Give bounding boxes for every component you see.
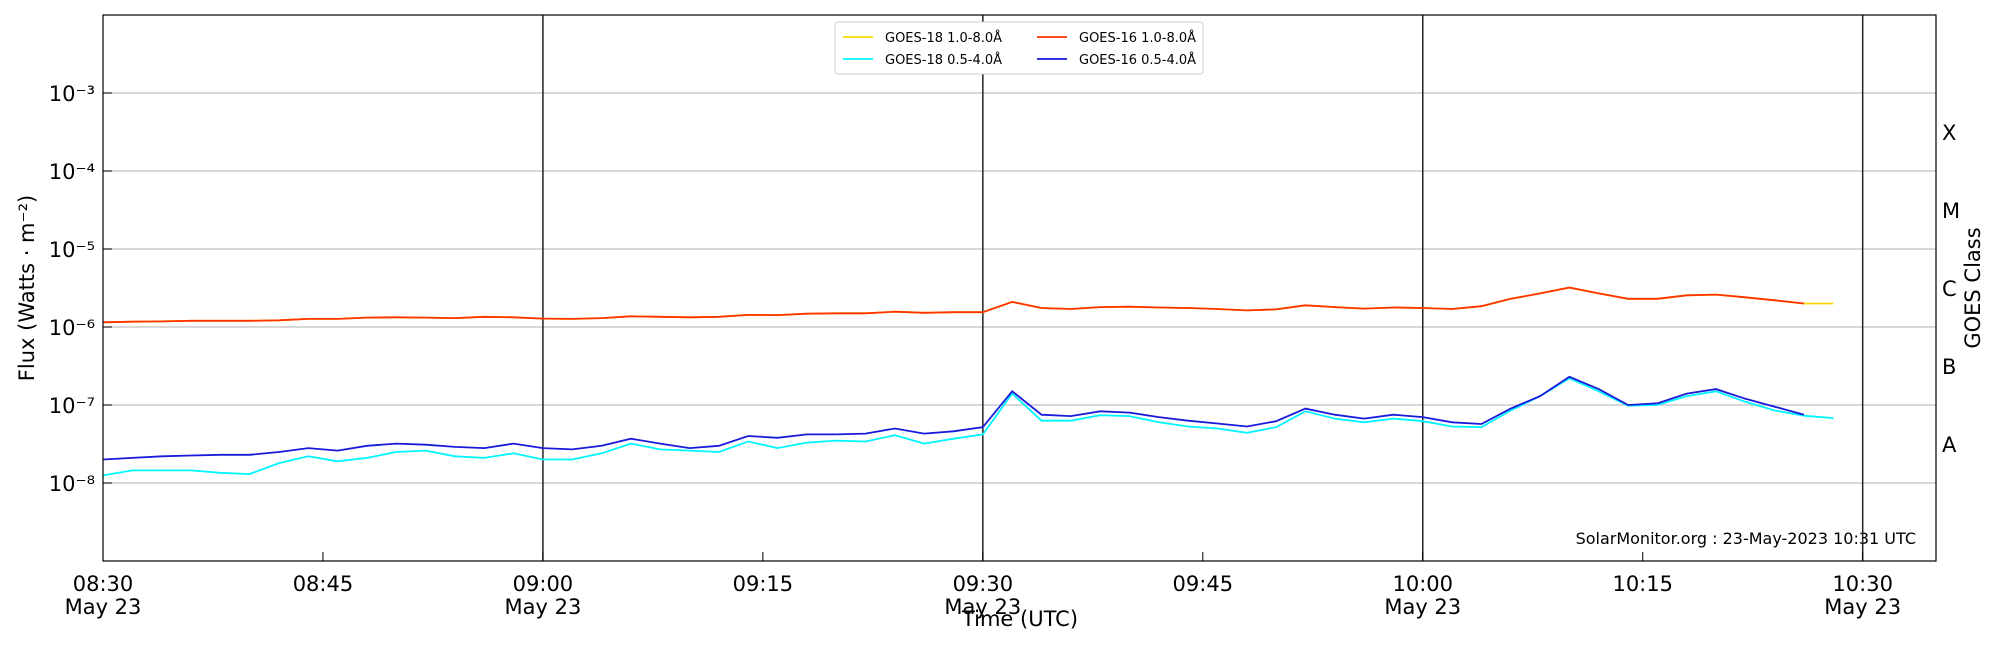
legend: GOES-18 1.0-8.0Å GOES-18 0.5-4.0Å GOES-16 … <box>834 21 1204 75</box>
x-tick-label: 09:45 <box>1173 572 1234 596</box>
y2-axis-label: GOES Class <box>1961 227 1985 348</box>
y2-tick-label: M <box>1942 199 1960 223</box>
legend-label: GOES-16 0.5-4.0Å <box>1079 52 1196 68</box>
legend-label: GOES-16 1.0-8.0Å <box>1079 30 1196 46</box>
y2-tick-label: C <box>1942 277 1957 301</box>
x-tick-label: 09:00 May 23 <box>505 572 582 619</box>
y-tick-label: 10⁻⁴ <box>49 160 95 184</box>
x-tick-label: 08:30 May 23 <box>65 572 142 619</box>
x-tick-label: 10:15 <box>1612 572 1673 596</box>
legend-label: GOES-18 0.5-4.0Å <box>885 52 1002 68</box>
x-tick-label: 08:45 <box>293 572 354 596</box>
y2-tick-label: B <box>1942 355 1956 379</box>
y-axis-label: Flux (Watts · m⁻²) <box>15 195 39 381</box>
x-tick-label: 09:30 May 23 <box>944 572 1021 619</box>
x-axis-label: Time (UTC) <box>961 607 1078 631</box>
legend-label: GOES-18 1.0-8.0Å <box>885 30 1002 46</box>
plot-frame <box>102 14 1937 562</box>
y2-tick-label: A <box>1942 433 1957 457</box>
x-tick-label: 10:00 May 23 <box>1384 572 1461 619</box>
series-line <box>102 286 1805 324</box>
legend-box <box>834 21 1204 75</box>
y-tick-label: 10⁻⁶ <box>49 316 95 340</box>
y2-tick-label: X <box>1942 121 1956 145</box>
y-tick-label: 10⁻⁵ <box>49 238 95 262</box>
y-tick-label: 10⁻⁸ <box>49 472 95 496</box>
annotation: SolarMonitor.org : 23-May-2023 10:31 UTC <box>1576 529 1916 548</box>
series-line <box>102 377 1834 477</box>
y-tick-label: 10⁻⁷ <box>49 394 95 418</box>
x-tick-label: 10:30 May 23 <box>1824 572 1901 619</box>
series-line <box>102 375 1805 461</box>
y-tick-label: 10⁻³ <box>49 82 95 106</box>
x-tick-label: 09:15 <box>733 572 794 596</box>
